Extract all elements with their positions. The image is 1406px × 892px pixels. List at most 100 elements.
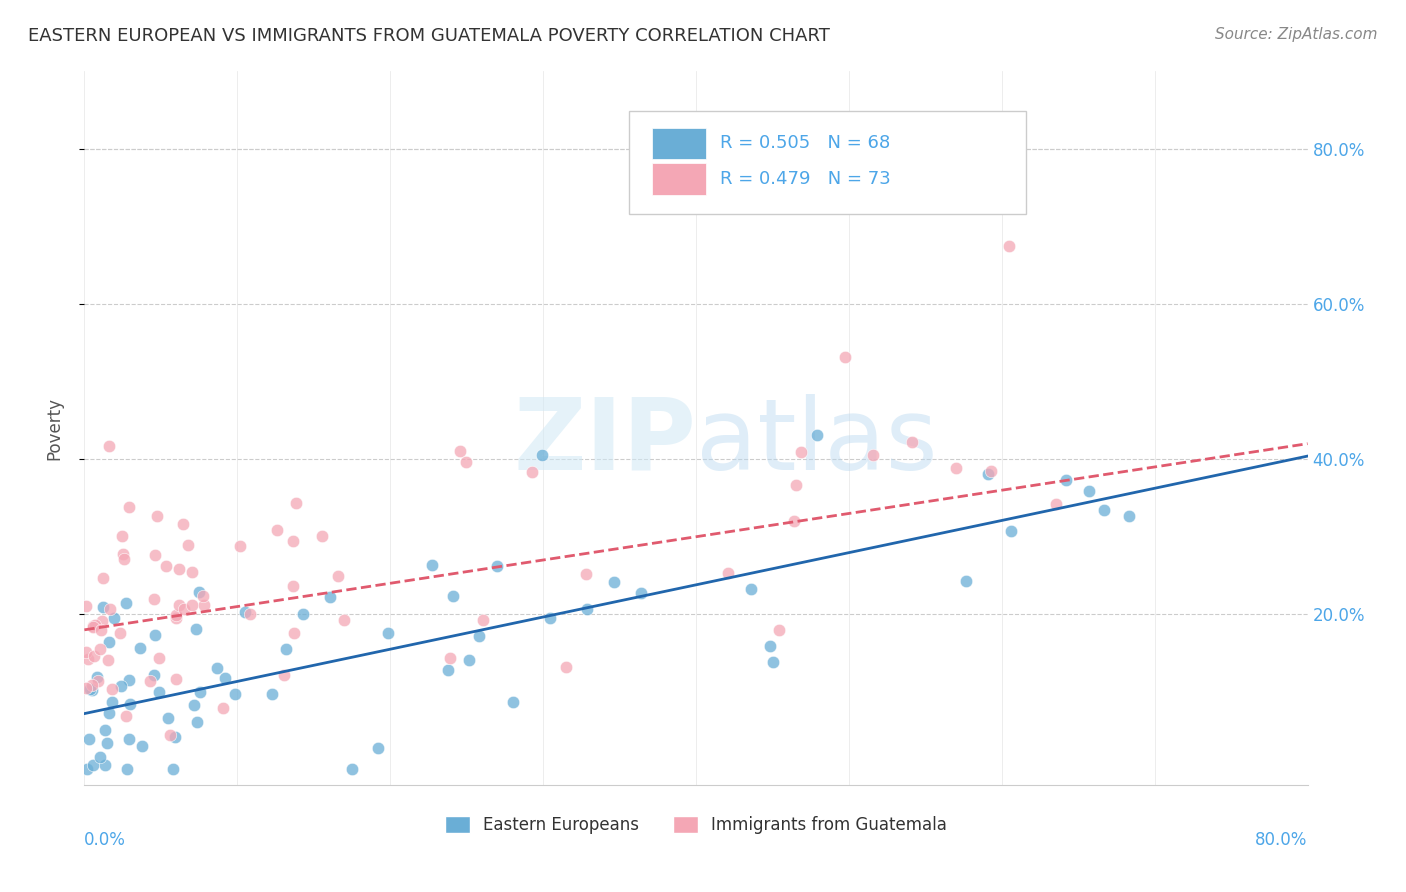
- Point: [575, 567, 598, 582]
- Point: [783, 514, 806, 528]
- Point: [98, 439, 121, 453]
- Point: [115, 763, 138, 777]
- Point: [214, 671, 236, 685]
- Point: [762, 655, 785, 669]
- Point: [142, 668, 165, 682]
- Point: [90, 623, 112, 637]
- Point: [96, 736, 118, 750]
- Point: [79, 681, 101, 696]
- Point: [177, 538, 200, 552]
- Point: [420, 558, 443, 572]
- Point: [148, 685, 170, 699]
- Point: [530, 448, 553, 462]
- Point: [311, 529, 333, 543]
- Point: [471, 613, 494, 627]
- FancyBboxPatch shape: [652, 128, 706, 159]
- Legend: Eastern Europeans, Immigrants from Guatemala: Eastern Europeans, Immigrants from Guate…: [439, 809, 953, 841]
- Point: [834, 350, 856, 364]
- Point: [118, 500, 141, 514]
- Point: [75, 645, 97, 659]
- Point: [166, 673, 188, 687]
- FancyBboxPatch shape: [652, 163, 706, 194]
- Point: [441, 589, 464, 603]
- Point: [467, 628, 489, 642]
- Point: [82, 620, 104, 634]
- Point: [229, 540, 252, 554]
- Point: [319, 591, 342, 605]
- Point: [538, 611, 561, 625]
- Point: [1054, 473, 1077, 487]
- Point: [118, 732, 141, 747]
- Point: [155, 559, 177, 574]
- Point: [129, 640, 152, 655]
- Point: [1000, 524, 1022, 539]
- Point: [89, 749, 111, 764]
- Point: [183, 698, 205, 712]
- Point: [108, 625, 131, 640]
- Point: [111, 529, 134, 543]
- Text: EASTERN EUROPEAN VS IMMIGRANTS FROM GUATEMALA POVERTY CORRELATION CHART: EASTERN EUROPEAN VS IMMIGRANTS FROM GUAT…: [28, 27, 830, 45]
- Point: [98, 602, 121, 616]
- Point: [156, 710, 179, 724]
- Point: [332, 613, 354, 627]
- Point: [1045, 497, 1067, 511]
- Point: [84, 617, 107, 632]
- Point: [458, 653, 481, 667]
- Y-axis label: Poverty: Poverty: [45, 397, 63, 459]
- Point: [98, 635, 121, 649]
- Point: [143, 548, 166, 562]
- Point: [148, 651, 170, 665]
- Point: [118, 697, 141, 711]
- Point: [740, 582, 762, 596]
- Point: [191, 590, 214, 604]
- Point: [111, 547, 134, 561]
- Point: [131, 739, 153, 753]
- Point: [97, 706, 120, 721]
- Point: [186, 714, 208, 729]
- Point: [603, 575, 626, 590]
- Point: [143, 628, 166, 642]
- Point: [173, 602, 195, 616]
- Point: [115, 596, 138, 610]
- FancyBboxPatch shape: [628, 111, 1026, 214]
- Text: 80.0%: 80.0%: [1256, 831, 1308, 849]
- Point: [181, 598, 204, 612]
- Point: [162, 763, 184, 777]
- Point: [768, 624, 790, 638]
- Text: Source: ZipAtlas.com: Source: ZipAtlas.com: [1215, 27, 1378, 42]
- Point: [75, 681, 97, 696]
- Point: [717, 566, 740, 581]
- Point: [76, 763, 98, 777]
- Point: [181, 565, 204, 579]
- Point: [285, 496, 308, 510]
- Point: [1118, 509, 1140, 524]
- Point: [82, 678, 104, 692]
- Point: [281, 533, 304, 548]
- Point: [89, 642, 111, 657]
- Point: [449, 444, 471, 458]
- Text: 0.0%: 0.0%: [84, 831, 127, 849]
- Point: [955, 574, 977, 588]
- Point: [193, 599, 215, 613]
- Point: [630, 585, 652, 599]
- Point: [77, 652, 100, 666]
- Point: [439, 651, 461, 665]
- Point: [377, 625, 399, 640]
- Text: atlas: atlas: [696, 394, 938, 491]
- Point: [790, 444, 813, 458]
- Point: [165, 611, 187, 625]
- Point: [576, 602, 599, 616]
- Point: [212, 700, 235, 714]
- Point: [83, 648, 105, 663]
- Point: [806, 428, 828, 442]
- Point: [281, 579, 304, 593]
- Point: [100, 681, 122, 696]
- Point: [785, 478, 807, 492]
- Point: [977, 467, 1000, 481]
- Point: [554, 659, 576, 673]
- Point: [142, 592, 165, 607]
- Point: [110, 679, 132, 693]
- Point: [82, 619, 104, 633]
- Point: [77, 731, 100, 746]
- Point: [100, 695, 122, 709]
